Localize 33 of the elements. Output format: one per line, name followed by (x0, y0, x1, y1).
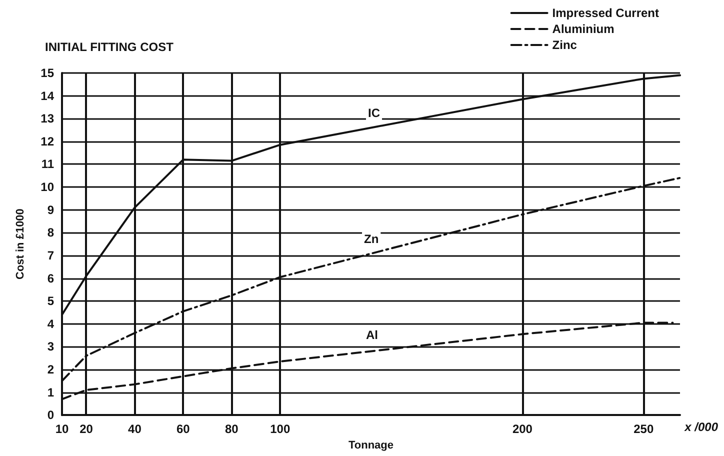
y-tick-label: 2 (47, 362, 54, 376)
y-tick-label: 8 (47, 226, 54, 240)
x-tick-label: 80 (224, 422, 239, 436)
x-tick-label: 100 (270, 422, 290, 436)
y-tick-label: 3 (47, 340, 54, 354)
y-tick-label: 14 (40, 88, 54, 103)
x-tick-label: 200 (512, 422, 533, 436)
y-tick-label: 13 (40, 112, 54, 126)
y-tick-label: 15 (40, 66, 54, 80)
y-tick-label: 11 (41, 157, 54, 172)
y-tick-label: 12 (40, 134, 54, 148)
annotation: Al (366, 328, 378, 342)
y-tick-label: 10 (40, 180, 54, 194)
x-tick-label: 20 (80, 422, 94, 436)
y-tick-label: 6 (47, 271, 54, 286)
annotation: IC (368, 106, 380, 120)
x-tick-label: 40 (128, 422, 142, 436)
y-tick-label: 7 (47, 248, 54, 262)
legend-label: Zinc (552, 38, 578, 52)
legend-label: Aluminium (552, 22, 614, 36)
y-tick-label: 1 (47, 385, 54, 400)
chart-title: INITIAL FITTING COST (45, 40, 174, 54)
annotation: Zn (364, 232, 379, 246)
y-tick-label: 9 (47, 202, 54, 217)
x-tick-label: 250 (634, 422, 654, 436)
y-tick-label: 4 (47, 316, 54, 331)
y-axis-title: Cost in £1000 (14, 208, 26, 280)
x-axis-title: Tonnage (348, 440, 394, 452)
legend-label: Impressed Current (552, 6, 660, 20)
y-tick-label: 0 (47, 408, 54, 422)
y-tick-label: 5 (47, 294, 54, 308)
x-tick-label: 60 (176, 422, 190, 436)
text: x /000 (684, 420, 718, 434)
